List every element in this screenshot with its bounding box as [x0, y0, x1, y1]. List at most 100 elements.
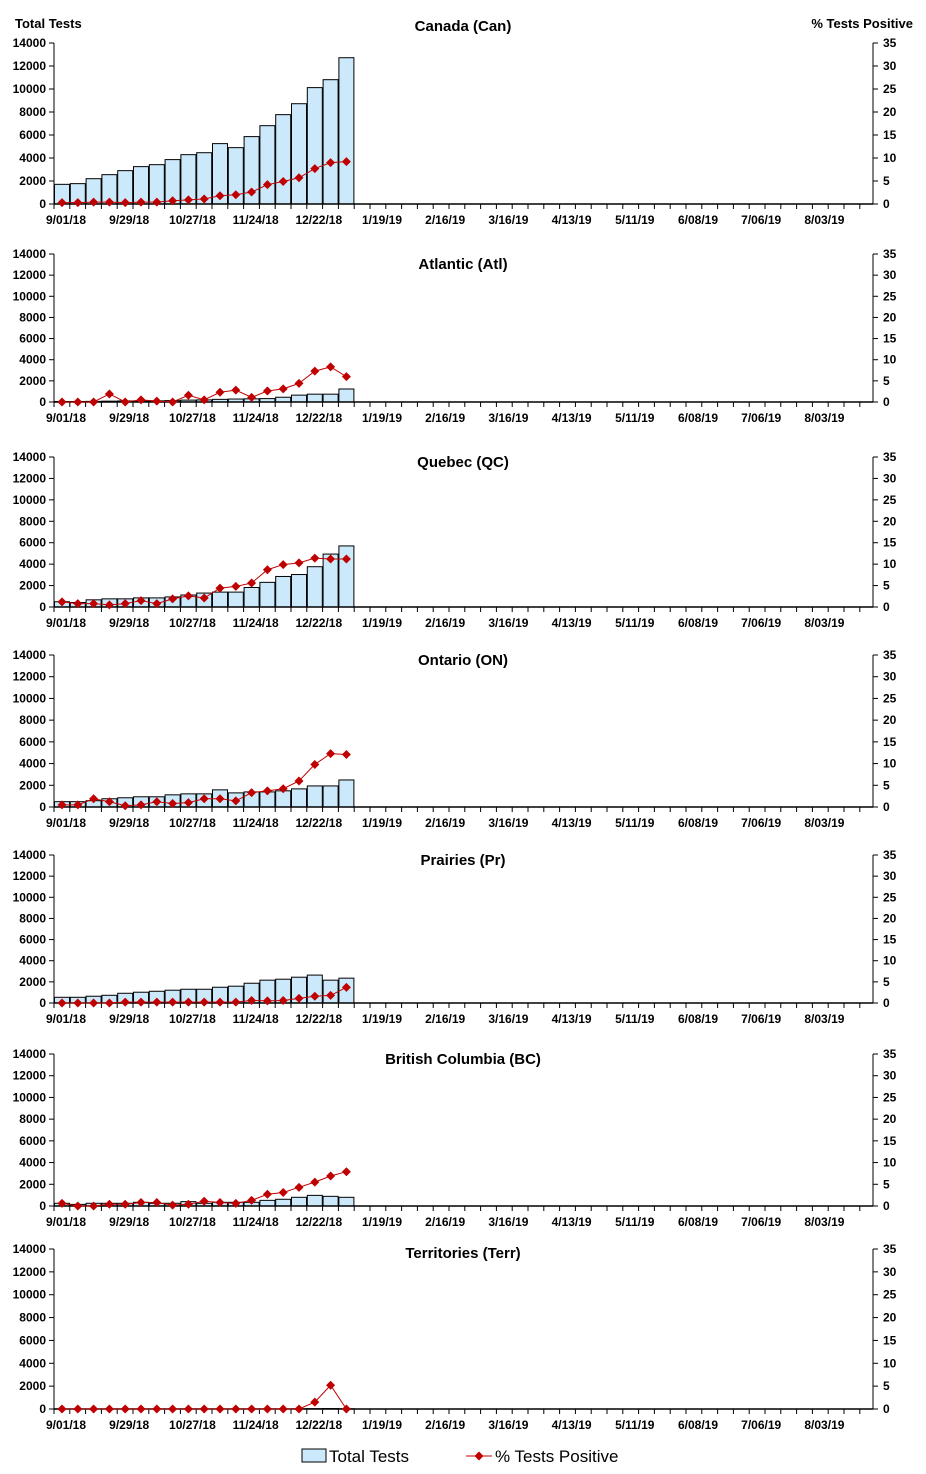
bar-total-tests [306, 1194, 323, 1207]
y-left-tick-label: 14000 [13, 1047, 47, 1061]
y-left-tick-label: 4000 [19, 557, 46, 571]
marker-pct-positive [341, 749, 351, 759]
x-tick-label: 11/24/18 [233, 1418, 279, 1432]
x-tick-label: 8/03/19 [804, 816, 844, 830]
x-tick-label: 3/16/19 [488, 816, 528, 830]
marker-pct-positive [262, 565, 272, 575]
marker-pct-positive [278, 1404, 288, 1414]
x-tick-label: 9/29/18 [109, 1012, 149, 1026]
bar-total-tests [291, 788, 307, 808]
y-right-tick-label: 25 [883, 1288, 897, 1302]
chart-title: Prairies (Pr) [420, 852, 505, 869]
y-right-tick-label: 0 [883, 800, 890, 814]
y-left-tick-label: 4000 [19, 353, 46, 367]
marker-pct-positive [89, 1404, 99, 1414]
x-tick-label: 7/06/19 [741, 1418, 781, 1432]
marker-pct-positive [136, 596, 146, 606]
y-left-tick-label: 12000 [13, 268, 47, 282]
marker-pct-positive [183, 997, 193, 1007]
x-tick-label: 1/19/19 [362, 1418, 402, 1432]
y-left-tick-label: 14000 [13, 247, 47, 261]
marker-pct-positive [199, 794, 209, 804]
bar-total-tests [306, 87, 323, 205]
marker-pct-positive [89, 794, 99, 804]
y-right-tick-label: 25 [883, 493, 897, 507]
marker-pct-positive [89, 397, 99, 407]
marker-pct-positive [120, 397, 130, 407]
marker-pct-positive [247, 788, 257, 798]
y-right-tick-label: 10 [883, 1356, 897, 1370]
x-tick-label: 4/13/19 [552, 616, 592, 630]
y-left-tick-label: 6000 [19, 1333, 46, 1347]
y-left-tick-label: 14000 [13, 450, 47, 464]
x-tick-label: 2/16/19 [425, 816, 465, 830]
y-left-tick-label: 8000 [19, 514, 46, 528]
y-left-tick-label: 2000 [19, 778, 46, 792]
marker-pct-positive [168, 196, 178, 206]
marker-pct-positive [104, 389, 114, 399]
y-right-tick-label: 15 [883, 1134, 897, 1148]
y-right-tick-label: 0 [883, 600, 890, 614]
panel-6: Territories (Terr) 0 2000 4000 6000 8000 10000… [13, 1242, 897, 1432]
bar-total-tests [322, 79, 339, 205]
bar-total-tests [227, 591, 244, 608]
bar-total-tests [322, 1195, 339, 1207]
y-left-tick-label: 4000 [19, 757, 46, 771]
marker-pct-positive [136, 395, 146, 405]
x-tick-label: 11/24/18 [233, 616, 279, 630]
marker-pct-positive [310, 164, 320, 174]
bar-total-tests [275, 114, 292, 205]
marker-pct-positive [57, 1198, 67, 1208]
marker-pct-positive [294, 173, 304, 183]
y-right-tick-label: 35 [883, 36, 897, 50]
y-right-tick-label: 30 [883, 869, 897, 883]
x-tick-label: 12/22/18 [295, 213, 342, 227]
x-tick-label: 8/03/19 [804, 213, 844, 227]
bar-total-tests [322, 785, 339, 808]
chart-title: Ontario (ON) [418, 652, 508, 669]
marker-pct-positive [152, 197, 162, 207]
x-tick-label: 9/29/18 [109, 411, 149, 425]
x-tick-label: 3/16/19 [488, 1215, 528, 1229]
marker-pct-positive [136, 1404, 146, 1414]
x-tick-label: 4/13/19 [552, 1012, 592, 1026]
x-tick-label: 3/16/19 [488, 616, 528, 630]
y-right-tick-label: 25 [883, 1090, 897, 1104]
chart-title: British Columbia (BC) [385, 1051, 541, 1068]
x-tick-label: 10/27/18 [169, 616, 216, 630]
y-axis-title-left: Total Tests [15, 16, 82, 31]
marker-pct-positive [294, 1404, 304, 1414]
marker-pct-positive [136, 997, 146, 1007]
marker-pct-positive [326, 1380, 336, 1390]
x-tick-label: 4/13/19 [552, 213, 592, 227]
y-left-tick-label: 6000 [19, 1134, 46, 1148]
marker-pct-positive [294, 378, 304, 388]
y-right-tick-label: 30 [883, 1069, 897, 1083]
y-left-tick-label: 6000 [19, 735, 46, 749]
x-tick-label: 10/27/18 [169, 816, 216, 830]
y-right-tick-label: 20 [883, 713, 897, 727]
marker-pct-positive [104, 600, 114, 610]
y-right-tick-label: 10 [883, 757, 897, 771]
x-tick-label: 4/13/19 [552, 411, 592, 425]
x-tick-label: 12/22/18 [295, 816, 342, 830]
marker-pct-positive [262, 786, 272, 796]
chart-title: Territories (Terr) [405, 1245, 520, 1262]
y-left-tick-label: 10000 [13, 890, 47, 904]
y-right-tick-label: 35 [883, 247, 897, 261]
marker-pct-positive [168, 799, 178, 809]
x-tick-label: 6/08/19 [678, 1418, 718, 1432]
x-tick-label: 9/29/18 [109, 616, 149, 630]
marker-pct-positive [326, 1171, 336, 1181]
x-tick-label: 9/01/18 [46, 816, 86, 830]
marker-pct-positive [215, 583, 225, 593]
marker-pct-positive [247, 995, 257, 1005]
legend-label-pct-positive: % Tests Positive [495, 1447, 618, 1466]
y-left-tick-label: 4000 [19, 1356, 46, 1370]
y-left-tick-label: 4000 [19, 151, 46, 165]
marker-pct-positive [57, 397, 67, 407]
marker-pct-positive [120, 198, 130, 208]
marker-pct-positive [278, 784, 288, 794]
y-right-tick-label: 10 [883, 557, 897, 571]
y-right-tick-label: 35 [883, 848, 897, 862]
